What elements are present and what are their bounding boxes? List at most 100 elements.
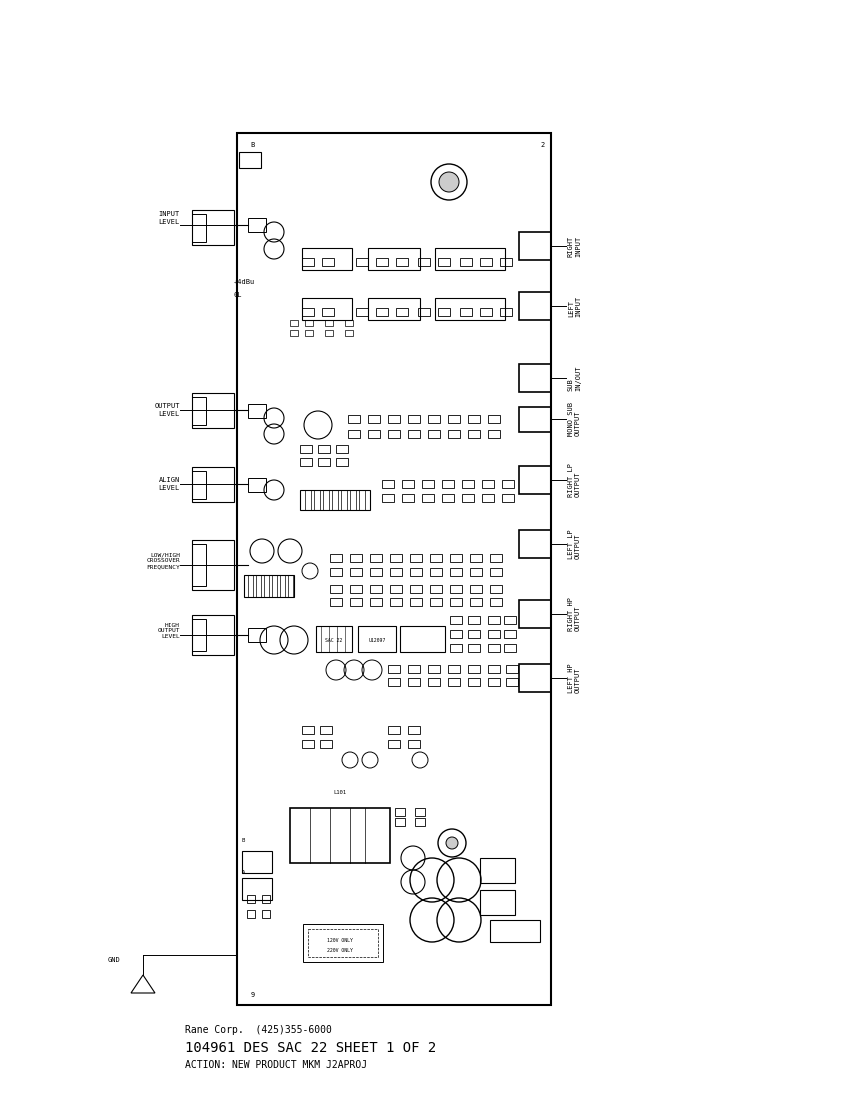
Bar xyxy=(368,248,420,270)
Bar xyxy=(408,740,420,748)
Bar xyxy=(502,480,514,488)
Bar xyxy=(480,308,492,316)
Bar xyxy=(488,666,500,673)
Text: LEFT
INPUT: LEFT INPUT xyxy=(568,296,581,317)
Bar xyxy=(350,490,356,510)
Bar xyxy=(450,554,462,562)
Bar xyxy=(376,258,388,266)
Bar xyxy=(359,490,365,510)
Bar xyxy=(448,415,460,424)
Bar xyxy=(448,678,460,686)
Bar xyxy=(325,320,333,326)
Bar xyxy=(519,664,551,692)
Bar xyxy=(435,248,505,270)
Bar xyxy=(435,298,505,320)
Bar xyxy=(415,818,425,826)
Bar xyxy=(422,494,434,502)
Text: LEFT HP
OUTPUT: LEFT HP OUTPUT xyxy=(568,663,581,693)
Bar xyxy=(247,895,255,903)
Bar xyxy=(490,920,540,942)
Bar xyxy=(239,152,261,168)
Bar xyxy=(192,615,234,654)
Bar xyxy=(345,320,353,326)
Bar xyxy=(450,644,462,652)
Bar xyxy=(448,430,460,438)
Bar xyxy=(308,930,378,957)
Bar xyxy=(468,630,480,638)
Bar xyxy=(519,292,551,320)
Bar xyxy=(430,598,442,606)
Bar xyxy=(242,878,272,900)
Bar xyxy=(430,568,442,576)
Bar xyxy=(332,490,338,510)
Bar xyxy=(490,585,502,593)
Text: MONO SUB
OUTPUT: MONO SUB OUTPUT xyxy=(568,402,581,436)
Bar xyxy=(388,740,400,748)
Text: LEFT LP
OUTPUT: LEFT LP OUTPUT xyxy=(568,529,581,559)
Bar xyxy=(350,568,362,576)
Bar xyxy=(390,568,402,576)
Bar xyxy=(320,726,332,734)
Bar xyxy=(305,330,313,336)
Bar xyxy=(368,430,380,438)
Bar xyxy=(519,364,551,392)
Text: INPUT
LEVEL: INPUT LEVEL xyxy=(159,211,180,224)
Bar xyxy=(192,214,206,242)
Bar xyxy=(382,480,394,488)
Text: L101: L101 xyxy=(333,791,347,795)
Bar xyxy=(470,585,482,593)
Bar xyxy=(192,540,234,590)
Bar xyxy=(322,258,334,266)
Bar xyxy=(428,415,440,424)
Bar xyxy=(345,330,353,336)
Bar xyxy=(192,393,234,428)
Bar xyxy=(395,818,405,826)
Bar xyxy=(248,218,266,232)
Bar xyxy=(192,468,234,502)
Bar xyxy=(302,740,314,748)
Text: ALIGN
LEVEL: ALIGN LEVEL xyxy=(159,477,180,491)
Bar xyxy=(336,446,348,453)
Bar xyxy=(192,544,206,586)
Bar xyxy=(264,575,269,597)
Bar xyxy=(450,630,462,638)
Bar xyxy=(192,210,234,245)
Bar xyxy=(468,678,480,686)
Bar xyxy=(502,494,514,502)
Bar xyxy=(442,480,454,488)
Bar xyxy=(302,308,314,316)
Text: 2: 2 xyxy=(541,142,545,148)
Bar xyxy=(382,494,394,502)
Bar xyxy=(482,480,494,488)
Bar xyxy=(460,258,472,266)
Bar xyxy=(388,726,400,734)
Bar xyxy=(490,598,502,606)
Bar xyxy=(415,808,425,816)
Text: +4dBu: +4dBu xyxy=(234,279,255,285)
Bar xyxy=(462,494,474,502)
Bar xyxy=(244,575,294,597)
Bar xyxy=(462,480,474,488)
Bar xyxy=(390,585,402,593)
Text: 120V ONLY: 120V ONLY xyxy=(327,937,353,943)
Bar xyxy=(248,478,266,492)
Bar xyxy=(318,446,330,453)
Bar xyxy=(323,490,329,510)
Bar xyxy=(305,320,313,326)
Text: RIGHT
INPUT: RIGHT INPUT xyxy=(568,235,581,256)
Bar xyxy=(300,446,312,453)
Bar xyxy=(302,298,352,320)
Bar xyxy=(519,466,551,494)
Bar xyxy=(350,585,362,593)
Bar xyxy=(356,308,368,316)
Bar xyxy=(302,258,314,266)
Bar xyxy=(408,678,420,686)
Bar xyxy=(288,575,293,597)
Text: U12097: U12097 xyxy=(368,638,386,642)
Bar xyxy=(488,678,500,686)
Text: RIGHT HP
OUTPUT: RIGHT HP OUTPUT xyxy=(568,597,581,631)
Bar xyxy=(290,320,298,326)
Text: A: A xyxy=(242,869,246,874)
Text: SUB
IN/OUT: SUB IN/OUT xyxy=(568,365,581,390)
Bar xyxy=(242,851,272,873)
